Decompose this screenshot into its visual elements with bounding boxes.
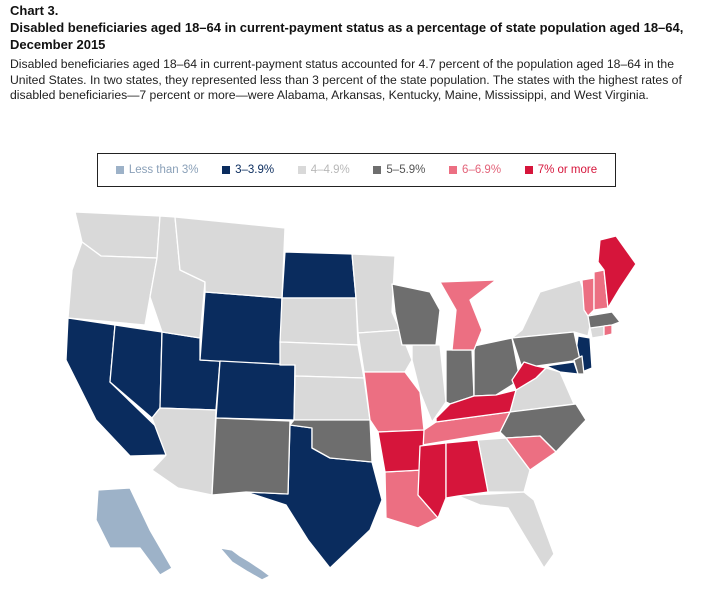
state-south-carolina xyxy=(505,435,557,471)
state-kentucky xyxy=(435,389,517,423)
state-north-dakota xyxy=(281,251,357,299)
state-wisconsin xyxy=(391,283,441,346)
chart-description: Disabled beneficiaries aged 18–64 in cur… xyxy=(10,57,682,102)
state-iowa xyxy=(357,329,413,373)
state-michigan xyxy=(439,279,497,351)
state-oklahoma xyxy=(289,419,373,463)
legend-label: 5–5.9% xyxy=(386,164,426,176)
state-wyoming xyxy=(199,291,283,366)
state-kansas xyxy=(293,375,371,421)
legend-swatch xyxy=(449,166,458,174)
state-mississippi xyxy=(417,442,447,519)
state-alabama xyxy=(445,439,489,499)
legend-item: 7% or more xyxy=(524,164,598,176)
state-montana xyxy=(174,216,286,299)
map-legend: Less than 3% 3–3.9% 4–4.9% 5–5.9% 6–6.9% 7% o… xyxy=(97,153,616,187)
state-hawaii xyxy=(219,547,271,581)
state-massachusetts xyxy=(587,311,621,329)
state-illinois xyxy=(411,344,447,423)
legend-swatch xyxy=(373,166,382,174)
legend-swatch xyxy=(524,166,533,174)
state-south-dakota xyxy=(279,297,359,346)
state-vermont xyxy=(581,277,595,317)
legend-label: 3–3.9% xyxy=(235,164,275,176)
legend-item: 5–5.9% xyxy=(373,164,425,176)
legend-item: Less than 3% xyxy=(115,164,199,176)
legend-swatch xyxy=(297,166,306,174)
legend-item: 6–6.9% xyxy=(449,164,501,176)
us-state-map xyxy=(65,211,637,581)
state-delaware xyxy=(573,355,585,375)
legend-item: 4–4.9% xyxy=(297,164,350,176)
state-colorado xyxy=(215,360,296,421)
state-new-york xyxy=(511,279,593,339)
state-ohio xyxy=(473,337,521,397)
legend-swatch xyxy=(222,166,231,174)
state-indiana xyxy=(445,349,475,405)
chart-header: Chart 3. Disabled beneficiaries aged 18–… xyxy=(10,2,700,104)
legend-label: 7% or more xyxy=(537,164,598,176)
state-arkansas xyxy=(377,429,425,473)
state-maine xyxy=(597,235,637,309)
legend-label: Less than 3% xyxy=(128,164,199,176)
legend-label: 6–6.9% xyxy=(462,164,502,176)
state-west-virginia xyxy=(511,361,547,391)
state-alaska xyxy=(95,487,173,576)
legend-item: 3–3.9% xyxy=(222,164,274,176)
state-new-mexico xyxy=(211,417,291,496)
state-florida xyxy=(457,491,555,569)
chart-title: Disabled beneficiaries aged 18–64 in cur… xyxy=(10,20,684,52)
chart-number: Chart 3. xyxy=(10,3,59,18)
state-oregon xyxy=(67,241,158,326)
state-rhode-island xyxy=(603,324,613,337)
legend-label: 4–4.9% xyxy=(310,164,350,176)
state-missouri xyxy=(363,371,425,433)
legend-swatch xyxy=(115,166,124,174)
